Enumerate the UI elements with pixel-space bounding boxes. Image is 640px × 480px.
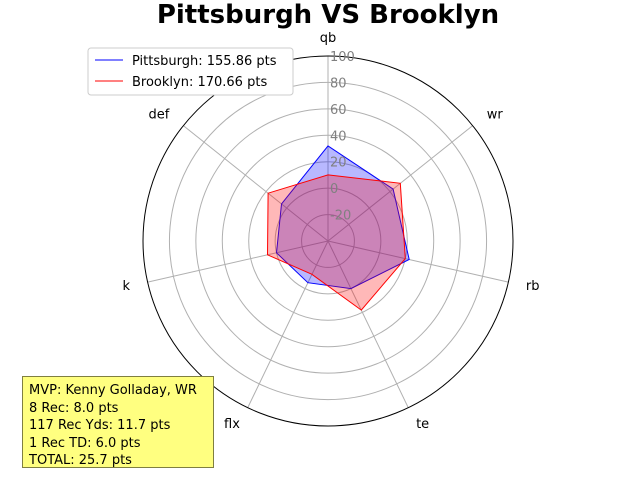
axis-label-flx: flx <box>224 417 240 432</box>
r-tick-label: 100 <box>330 50 355 65</box>
annotation-line-rec-td: 1 Rec TD: 6.0 pts <box>29 435 141 451</box>
axis-label-k: k <box>123 279 131 294</box>
r-tick-label: 20 <box>330 156 347 171</box>
axis-label-def: def <box>148 107 169 122</box>
legend: Pittsburgh: 155.86 pts Brooklyn: 170.66 … <box>87 47 294 96</box>
legend-label-brooklyn: Brooklyn: 170.66 pts <box>132 75 267 90</box>
spoke-def <box>183 125 329 242</box>
spoke-k <box>147 240 329 283</box>
r-tick-label: 40 <box>330 129 347 144</box>
spoke-rb <box>327 240 509 283</box>
axis-label-rb: rb <box>526 279 540 294</box>
annotation-line-rec: 8 Rec: 8.0 pts <box>29 400 119 416</box>
annotation-line-rec-yds: 117 Rec Yds: 11.7 pts <box>29 418 171 433</box>
annotation-line-mvp: MVP: Kenny Golladay, WR <box>29 383 197 398</box>
annotation-line-total: TOTAL: 25.7 pts <box>29 453 132 468</box>
series-line-brooklyn <box>266 174 406 311</box>
series-fill-brooklyn <box>267 174 406 311</box>
chart-title: Pittsburgh VS Brooklyn <box>157 0 499 30</box>
axis-label-wr: wr <box>487 107 504 122</box>
mvp-annotation-box: MVP: Kenny Golladay, WR 8 Rec: 8.0 pts 1… <box>22 376 214 468</box>
polar-frame <box>142 55 514 427</box>
axis-labels: -20 0 20 40 60 80 100 qb wr rb te flx k def <box>123 31 540 432</box>
legend-label-pittsburgh: Pittsburgh: 155.86 pts <box>132 54 277 69</box>
spoke-flx <box>247 240 329 408</box>
series-line-pittsburgh <box>275 145 410 290</box>
legend-frame <box>87 47 294 96</box>
series-layer <box>266 145 410 311</box>
axis-label-qb: qb <box>320 31 337 46</box>
r-tick-label: 80 <box>330 76 347 91</box>
series-fill-pittsburgh <box>276 145 410 289</box>
r-tick-label: -20 <box>330 209 351 224</box>
axis-label-te: te <box>416 417 429 432</box>
spoke-te <box>327 240 409 408</box>
r-tick-label: 0 <box>330 182 338 197</box>
r-tick-label: 60 <box>330 103 347 118</box>
